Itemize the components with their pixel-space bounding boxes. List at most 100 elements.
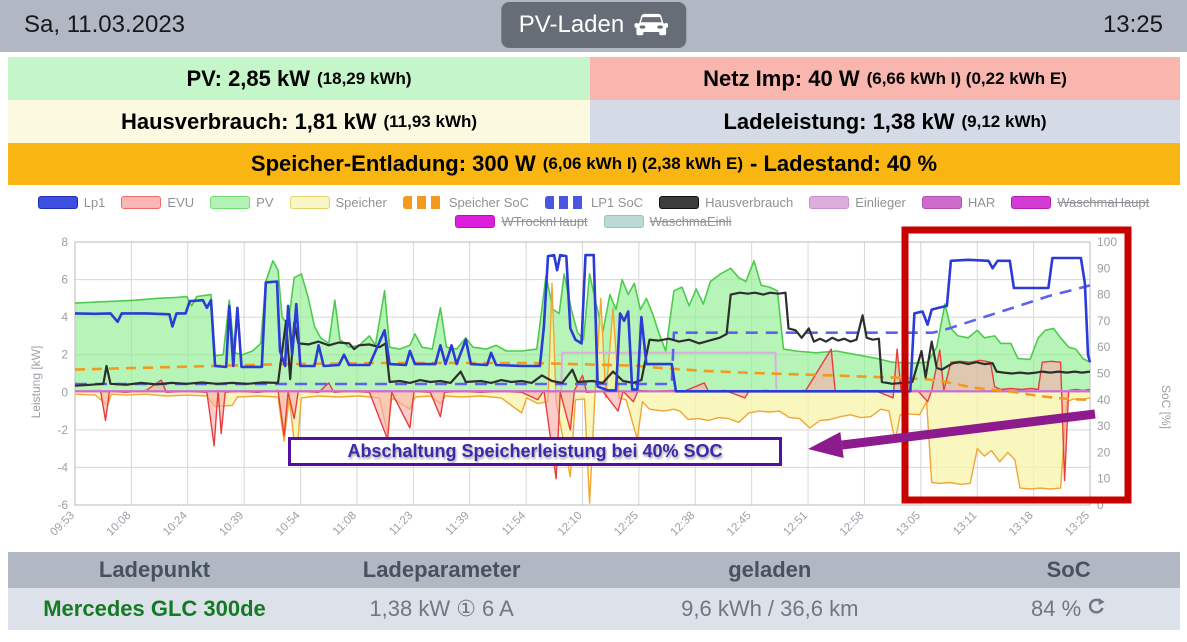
x-tick-label: 12:51 xyxy=(781,510,810,539)
y-right-tick-label: 40 xyxy=(1097,393,1111,407)
grid-energy-value: (6,66 kWh I) (0,22 kWh E) xyxy=(866,68,1067,88)
x-tick-label: 12:10 xyxy=(556,510,585,539)
legend-swatch xyxy=(603,215,644,228)
vehicle-soc-value: 84 % xyxy=(1031,596,1082,621)
grid-import-banner[interactable]: Netz Imp: 40 W (6,66 kWh I) (0,22 kWh E) xyxy=(590,57,1180,100)
y-right-tick-label: 30 xyxy=(1097,419,1111,433)
battery-discharge-banner[interactable]: Speicher-Entladung: 300 W (6,06 kWh I) (… xyxy=(8,143,1180,185)
legend-item-wtrocknhaupt[interactable]: WTrocknHaupt xyxy=(455,214,588,229)
y-right-tick-label: 10 xyxy=(1097,472,1111,486)
pv-power-banner[interactable]: PV: 2,85 kW (18,29 kWh) xyxy=(8,57,590,100)
y-right-tick-label: 70 xyxy=(1097,314,1111,328)
legend-swatch xyxy=(121,196,162,209)
y-right-tick-label: 50 xyxy=(1097,367,1111,381)
y-right-tick-label: 100 xyxy=(1097,235,1117,249)
col-geladen: geladen xyxy=(728,557,812,582)
chargepoint-row[interactable]: Mercedes GLC 300de 1,38 kW ① 6 A 9,6 kWh… xyxy=(8,588,1180,630)
legend-swatch xyxy=(921,196,962,209)
house-energy-value: (11,93 kWh) xyxy=(383,111,478,131)
x-tick-label: 13:05 xyxy=(894,510,923,539)
y-left-tick-label: 4 xyxy=(61,310,68,324)
top-status-bar: Sa, 11.03.2023 PV-Laden 13:25 xyxy=(0,0,1187,52)
x-tick-label: 13:11 xyxy=(951,510,979,538)
house-consumption-banner[interactable]: Hausverbrauch: 1,81 kW (11,93 kWh) xyxy=(8,100,590,143)
y-left-tick-label: -2 xyxy=(57,423,68,437)
date-label: Sa, 11.03.2023 xyxy=(24,11,186,38)
y-right-tick-label: 90 xyxy=(1097,261,1111,275)
car-icon xyxy=(634,12,668,38)
y-left-axis-title: Leistung [kW] xyxy=(29,346,43,419)
battery-soc-value: - Ladestand: 40 % xyxy=(750,151,938,176)
legend-item-pv[interactable]: PV xyxy=(210,195,274,210)
battery-power-value: Speicher-Entladung: 300 W xyxy=(250,151,536,176)
vehicle-name[interactable]: Mercedes GLC 300de xyxy=(43,596,266,621)
charge-mode-label: PV-Laden xyxy=(518,11,625,38)
charge-mode-button[interactable]: PV-Laden xyxy=(500,2,687,48)
legend-item-evu[interactable]: EVU xyxy=(121,195,194,210)
y-left-tick-label: 6 xyxy=(61,273,68,287)
x-tick-label: 12:25 xyxy=(612,510,641,539)
y-left-tick-label: -6 xyxy=(57,498,68,512)
legend-swatch xyxy=(402,196,443,209)
legend-item-lp1[interactable]: Lp1 xyxy=(37,195,106,210)
series-line-Hausverbrauch xyxy=(74,291,1091,387)
x-tick-label: 11:54 xyxy=(500,509,529,538)
legend-label: LP1 SoC xyxy=(591,195,644,210)
legend-label: Speicher xyxy=(335,195,387,210)
legend-item-lp1-soc[interactable]: LP1 SoC xyxy=(545,195,643,210)
series-area-Speicher xyxy=(75,283,1090,504)
legend-item-har[interactable]: HAR xyxy=(921,195,995,210)
pv-power-value: PV: 2,85 kW xyxy=(186,65,311,91)
charge-power-banner[interactable]: Ladeleistung: 1,38 kW (9,12 kWh) xyxy=(590,100,1180,143)
y-left-tick-label: -4 xyxy=(57,460,68,474)
x-tick-label: 11:39 xyxy=(444,510,472,538)
charge-parameters: 1,38 kW ① 6 A xyxy=(369,596,514,621)
annotation-arrow xyxy=(841,409,1096,450)
legend-swatch xyxy=(289,196,330,209)
legend-label: PV xyxy=(256,195,274,210)
charge-power-value: Ladeleistung: 1,38 kW xyxy=(723,108,955,134)
series-line-PV xyxy=(74,260,1091,364)
legend-item-hausverbrauch[interactable]: Hausverbrauch xyxy=(659,195,793,210)
legend-swatch xyxy=(809,196,850,209)
legend-swatch xyxy=(455,215,496,228)
legend-label: WaschmaHaupt xyxy=(1057,195,1150,210)
y-left-tick-label: 2 xyxy=(61,348,68,362)
highlight-box xyxy=(901,226,1132,504)
y-right-tick-label: 60 xyxy=(1097,340,1111,354)
pv-energy-value: (18,29 kWh) xyxy=(317,68,412,88)
legend-label: Hausverbrauch xyxy=(705,195,794,210)
soc-cutoff-annotation-text: Abschaltung Speicherleistung bei 40% SOC xyxy=(347,441,723,461)
legend-swatch xyxy=(210,196,251,209)
refresh-icon[interactable] xyxy=(1087,596,1106,622)
series-area-PV xyxy=(75,260,1090,393)
x-tick-label: 12:38 xyxy=(669,510,698,539)
clock-label: 13:25 xyxy=(1102,11,1163,38)
legend-swatch xyxy=(659,196,700,209)
y-right-tick-label: 0 xyxy=(1097,498,1104,512)
x-tick-label: 10:24 xyxy=(161,509,190,538)
y-right-tick-label: 80 xyxy=(1097,288,1111,302)
series-line-Lp1 xyxy=(74,253,1092,393)
legend-label: WTrocknHaupt xyxy=(501,214,588,229)
legend-item-waschmaeinli[interactable]: WaschmaEinli xyxy=(603,214,732,229)
legend-item-waschmahaupt[interactable]: WaschmaHaupt xyxy=(1011,195,1149,210)
x-tick-label: 13:25 xyxy=(1063,510,1092,539)
x-tick-label: 12:58 xyxy=(838,510,867,539)
legend-swatch xyxy=(545,196,586,209)
legend-item-speicher-soc[interactable]: Speicher SoC xyxy=(402,195,529,210)
legend-label: Lp1 xyxy=(83,195,106,210)
legend-item-speicher[interactable]: Speicher xyxy=(289,195,387,210)
x-tick-label: 09:53 xyxy=(48,510,77,539)
soc-cutoff-annotation: Abschaltung Speicherleistung bei 40% SOC xyxy=(288,437,782,466)
y-left-tick-label: 8 xyxy=(61,235,68,249)
grid-power-value: Netz Imp: 40 W xyxy=(703,65,860,91)
legend-item-einlieger[interactable]: Einlieger xyxy=(809,195,906,210)
legend-swatch xyxy=(1011,196,1052,209)
charged-amount: 9,6 kWh / 36,6 km xyxy=(681,596,859,621)
vehicle-soc: 84 % xyxy=(957,596,1180,622)
legend-swatch xyxy=(37,196,78,209)
annotation-arrowhead xyxy=(808,432,844,458)
x-tick-label: 11:23 xyxy=(387,510,415,538)
